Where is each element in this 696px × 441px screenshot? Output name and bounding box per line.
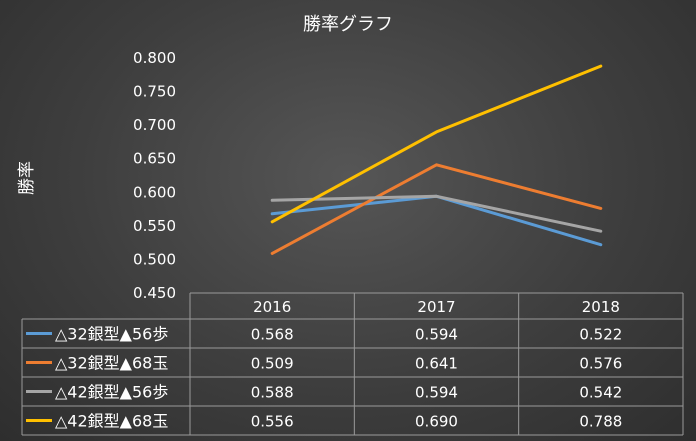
- data-label: 0.594: [415, 384, 458, 402]
- data-label: 0.509: [251, 355, 294, 373]
- y-tick-label: 0.600: [133, 183, 176, 201]
- y-axis-ticks: 0.800 0.750 0.700 0.650 0.600 0.550 0.500 0.450: [133, 49, 176, 302]
- plot-lines: [270, 64, 603, 255]
- data-label: 0.594: [415, 326, 458, 344]
- legend-label: △32銀型▲56歩: [55, 325, 168, 344]
- y-tick-label: 0.450: [133, 284, 176, 302]
- data-label: 0.576: [579, 355, 622, 373]
- data-label: 0.588: [251, 384, 294, 402]
- x-category-label: 2018: [582, 298, 620, 316]
- y-tick-label: 0.750: [133, 83, 176, 101]
- y-tick-label: 0.700: [133, 116, 176, 134]
- y-axis-label: 勝率: [17, 161, 37, 195]
- y-tick-label: 0.650: [133, 150, 176, 168]
- data-label: 0.690: [415, 413, 458, 431]
- series-line: [270, 163, 603, 255]
- series-line: [270, 194, 603, 233]
- series-line: [270, 64, 603, 224]
- legend-label: △42銀型▲56歩: [55, 383, 168, 402]
- y-tick-label: 0.500: [133, 250, 176, 268]
- legend-label: △42銀型▲68玉: [55, 412, 168, 431]
- data-table: 2016 2017 2018 △32銀型▲56歩 0.568 0.594 0.522 △32銀…: [21, 292, 684, 436]
- chart-title: 勝率グラフ: [303, 14, 393, 35]
- x-category-label: 2017: [417, 298, 455, 316]
- data-label: 0.556: [251, 413, 294, 431]
- data-label: 0.788: [579, 413, 622, 431]
- x-category-label: 2016: [253, 298, 291, 316]
- legend-label: △32銀型▲68玉: [55, 354, 168, 373]
- y-tick-label: 0.800: [133, 49, 176, 67]
- data-label: 0.542: [579, 384, 622, 402]
- data-label: 0.522: [579, 326, 622, 344]
- data-label: 0.568: [251, 326, 294, 344]
- data-label: 0.641: [415, 355, 458, 373]
- y-tick-label: 0.550: [133, 217, 176, 235]
